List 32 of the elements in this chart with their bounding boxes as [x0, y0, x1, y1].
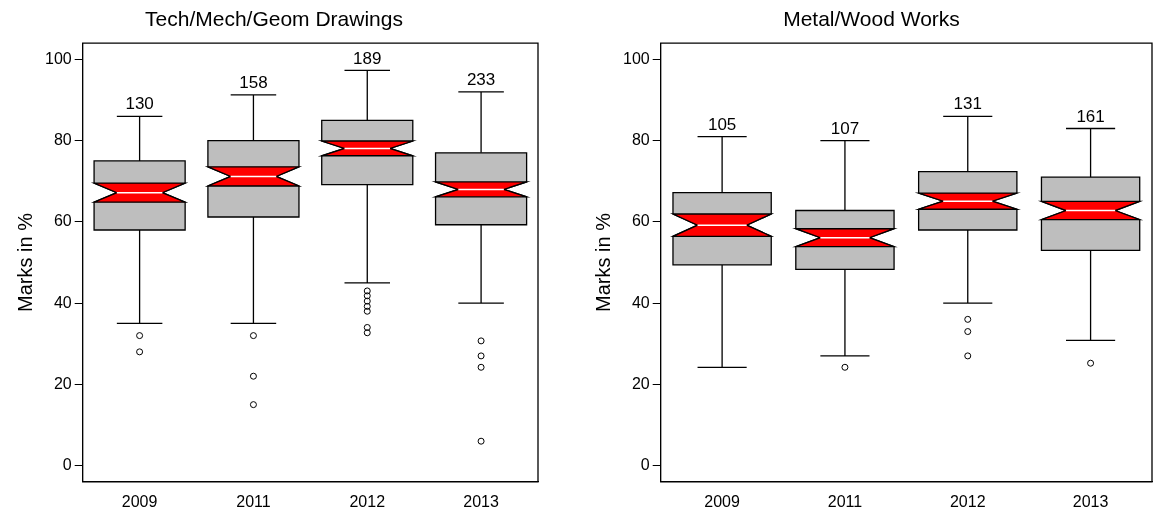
x-tick-label: 2012: [349, 492, 386, 510]
y-tick-label: 100: [622, 49, 650, 67]
annotation: 131: [953, 94, 982, 114]
annotation: 130: [125, 94, 154, 114]
chart-title: Metal/Wood Works: [783, 7, 960, 31]
x-tick-label: 2012: [949, 492, 986, 510]
annotation: 158: [239, 72, 268, 92]
y-tick-label: 100: [44, 49, 72, 67]
x-tick-label: 2009: [121, 492, 158, 510]
y-tick-label: 40: [631, 293, 650, 311]
x-tick-label: 2013: [463, 492, 499, 510]
y-tick-label: 60: [53, 212, 72, 230]
x-tick-label: 2009: [704, 492, 741, 510]
y-axis-title: Marks in %: [13, 212, 36, 312]
annotation: 161: [1076, 106, 1105, 126]
y-axis-title: Marks in %: [591, 212, 614, 312]
annotation: 233: [466, 70, 496, 90]
y-tick-label: 20: [631, 374, 650, 392]
y-tick-label: 80: [53, 131, 72, 149]
y-tick-label: 80: [631, 131, 650, 149]
annotation: 105: [707, 114, 737, 134]
chart-title: Tech/Mech/Geom Drawings: [145, 7, 403, 31]
y-tick-label: 0: [62, 455, 72, 473]
y-tick-label: 20: [53, 374, 72, 392]
y-tick-label: 60: [631, 212, 650, 230]
y-tick-label: 0: [640, 455, 650, 473]
annotation: 189: [353, 48, 382, 68]
y-tick-label: 40: [53, 293, 72, 311]
annotation: 107: [830, 118, 860, 138]
x-tick-label: 2011: [827, 492, 863, 510]
x-tick-label: 2013: [1072, 492, 1109, 510]
x-tick-label: 2011: [236, 492, 271, 510]
